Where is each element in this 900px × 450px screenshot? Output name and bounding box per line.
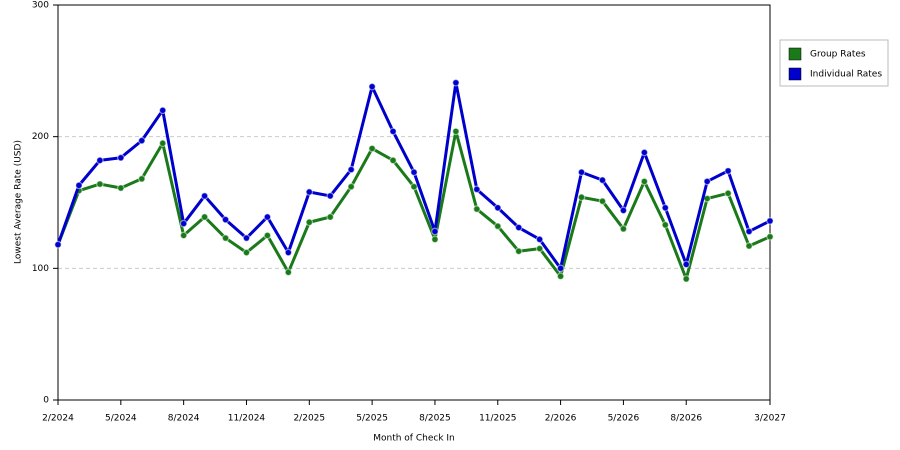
data-point [473,205,481,213]
data-point [577,168,586,177]
data-point [745,242,753,250]
y-tick-label: 200 [32,132,49,142]
data-point [179,231,188,240]
y-tick-label: 300 [32,1,49,11]
data-point [661,203,670,212]
legend-label: Group Rates [810,50,866,60]
legend-swatch [788,47,802,61]
x-tick-label: 5/2025 [356,414,388,424]
data-point [493,203,502,212]
data-point [389,127,397,136]
data-point [368,82,376,91]
data-point [158,106,167,115]
data-point [242,248,251,257]
data-point [326,213,335,221]
x-axis-label: Month of Check In [373,434,455,444]
data-point [410,168,418,177]
x-tick-label: 3/2027 [754,414,786,424]
data-point [200,192,209,200]
data-point [96,156,104,165]
data-point [117,184,125,192]
data-point [598,176,607,184]
data-point [137,175,146,183]
data-point [514,223,523,232]
data-point [493,222,502,231]
data-point [326,192,335,200]
data-point [305,188,314,196]
y-tick-label: 0 [43,396,49,406]
data-point [514,247,523,256]
data-point [200,213,209,221]
data-point [263,231,272,240]
data-point [661,221,670,229]
x-tick-label: 11/2024 [228,414,266,424]
data-point [158,139,167,148]
data-point [556,264,565,273]
x-tick-label: 5/2024 [105,414,137,424]
y-axis-label: Lowest Average Rate (USD) [14,140,24,264]
data-point [263,213,272,221]
data-point [75,181,83,190]
data-point [724,189,732,198]
data-point [535,244,544,253]
data-point [619,225,628,233]
data-point [305,218,314,227]
x-tick-label: 5/2026 [608,414,640,424]
x-tick-label: 2/2026 [545,414,577,424]
data-point [431,227,439,236]
x-tick-label: 2/2024 [42,414,74,424]
data-point [117,153,125,162]
data-point [452,78,460,87]
legend: Group Rates Individual Rates [779,39,889,87]
x-tick-label: 11/2025 [479,414,516,424]
data-point [724,167,732,175]
data-point [96,180,104,188]
data-point [221,234,230,242]
data-point [766,217,774,225]
data-point [179,219,188,228]
data-point [221,215,230,224]
data-point [535,235,544,244]
data-point [242,234,251,242]
legend-swatch [788,67,802,81]
data-point [347,165,355,174]
data-point [284,248,293,257]
data-point [368,144,376,153]
plot-frame [57,4,771,401]
data-point [389,156,397,165]
data-point [54,240,62,249]
data-point [745,227,753,236]
data-point [766,232,774,241]
data-point [431,235,439,244]
data-point [703,177,711,186]
x-tick-label: 8/2026 [670,414,702,424]
data-point [682,275,691,283]
data-point [640,148,649,157]
data-point [347,182,355,191]
data-point [473,185,481,194]
legend-label: Individual Rates [810,70,882,80]
data-point [284,268,293,277]
data-point [410,182,418,191]
data-point [556,272,565,281]
data-point [137,136,146,145]
x-tick-label: 8/2024 [168,414,200,424]
x-tick-label: 2/2025 [293,414,325,424]
data-point [598,197,607,205]
data-point [682,260,691,269]
data-point [452,127,460,136]
data-point [619,206,628,215]
y-tick-label: 100 [32,264,49,274]
data-point [640,177,649,186]
data-point [577,193,586,202]
x-tick-label: 8/2025 [419,414,451,424]
